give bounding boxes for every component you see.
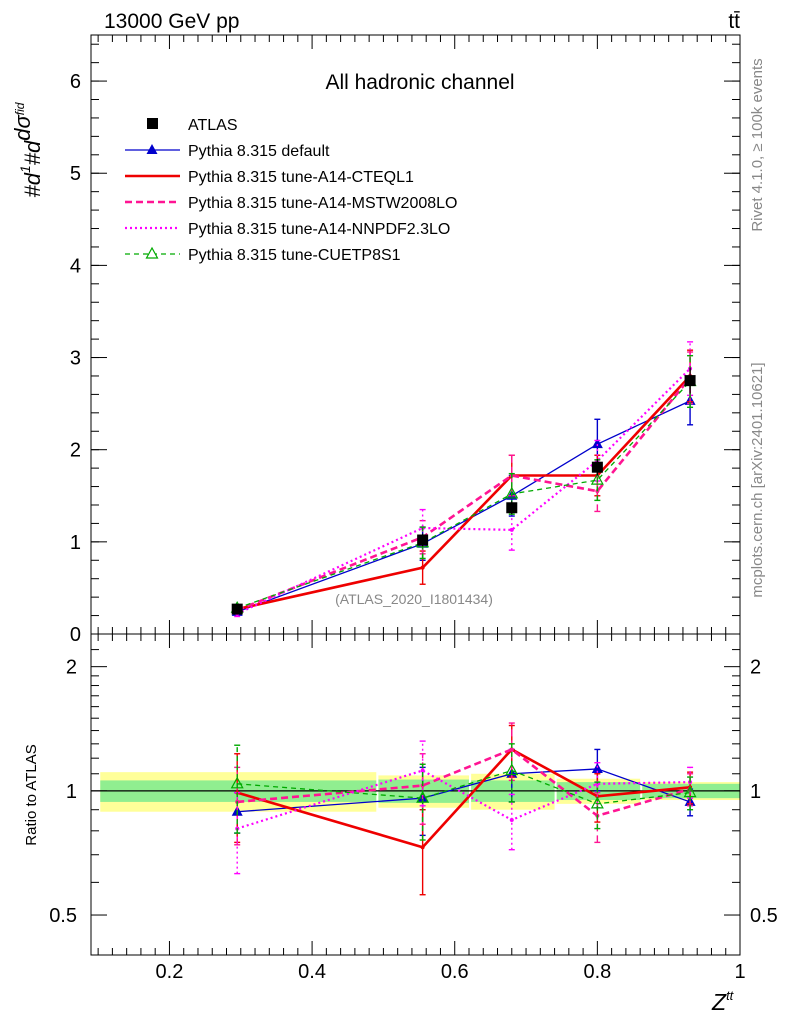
ratio-marker [505,763,519,776]
legend-label: Pythia 8.315 default [188,143,330,160]
energy-label: 13000 GeV pp [104,10,239,33]
ratio-marker [590,796,604,809]
ratio-marker [230,776,244,789]
main-y-label: #d1#ddσfid [10,102,45,197]
series-line [236,381,691,609]
legend-label: ATLAS [188,117,238,134]
series-marker [590,472,604,485]
main-title: All hadronic channel [325,71,514,94]
main-panel: 0 1 2 3 4 5 6 All hadronic channel (ATLAS_2020… [10,34,741,646]
data-point [417,534,429,546]
ratio-frame [90,633,741,956]
ratio-point [420,845,425,850]
legend-label: Pythia 8.315 tune-A14-NNPDF2.3LO [188,221,450,238]
series-line [236,400,691,613]
series-line [236,367,691,615]
legend-marker [145,246,159,259]
ratio-axis-ticks: 0.5 0.5 1 1 2 2 0.2 0.4 0.6 0.8 1 [49,633,778,983]
ratio-point [509,817,514,822]
main-series-group [230,341,697,618]
x-tick-label: 1 [734,961,745,983]
ratio-y-tick-label: 0.5 [49,905,77,927]
x-tick-label: 0.2 [156,961,184,983]
ratio-point [509,747,514,752]
data-point [506,502,518,514]
series-line [236,376,692,612]
series-point [420,565,425,570]
y-tick-label: 4 [70,255,81,277]
y-tick-label: 0 [70,624,81,646]
ratio-marker [683,785,697,798]
data-point [684,375,696,387]
ratio-series-line [237,747,691,818]
series-line [236,375,692,611]
x-axis-label: Ztt [711,988,735,1015]
mcplots-label: mcplots.cern.ch [arXiv:2401.10621] [749,362,766,597]
ratio-y-tick-label-right: 1 [750,781,761,803]
ratio-point [420,768,425,773]
legend-marker-atlas [147,118,158,129]
process-label: tt̄ [728,10,740,33]
ratio-marker [416,790,430,803]
ratio-marker [591,762,603,773]
rivet-label: Rivet 4.1.0, ≥ 100k events [749,58,766,231]
series-marker [505,486,519,499]
ratio-y-tick-label: 2 [66,657,77,679]
watermark: (ATLAS_2020_I1801434) [335,591,493,607]
legend-marker [146,144,158,154]
main-axis-ticks: 0 1 2 3 4 5 6 [70,35,741,646]
x-tick-label: 0.4 [298,961,326,983]
atlas-data-points [231,367,696,615]
ratio-y-label: Ratio to ATLAS [23,744,40,845]
ratio-y-tick-label: 1 [66,781,77,803]
legend-label: Pythia 8.315 tune-A14-MSTW2008LO [188,195,457,212]
data-point [591,461,603,473]
y-tick-label: 6 [70,71,81,93]
data-point [231,603,243,615]
ratio-point [595,781,600,786]
legend: ATLAS Pythia 8.315 default Pythia 8.315 tu… [125,117,457,264]
ratio-series-group [230,722,697,896]
legend-label: Pythia 8.315 tune-CUETP8S1 [188,247,401,264]
series-point [509,527,514,532]
series-marker [591,438,603,449]
x-tick-label: 0.8 [583,961,611,983]
ratio-series-line [237,769,691,805]
y-tick-label: 5 [70,163,81,185]
svg-text:#d1#ddσfid: #d1#ddσfid [10,102,45,197]
y-tick-label: 3 [70,348,81,370]
ratio-y-tick-label-right: 2 [750,657,761,679]
y-tick-label: 1 [70,532,81,554]
legend-label: Pythia 8.315 tune-A14-CTEQL1 [188,169,414,186]
ratio-y-tick-label-right: 0.5 [750,905,778,927]
x-tick-label: 0.6 [441,961,469,983]
ratio-panel: 0.5 0.5 1 1 2 2 0.2 0.4 0.6 0.8 1 Ratio to ATLAS Z… [23,633,778,1015]
y-tick-label: 2 [70,440,81,462]
